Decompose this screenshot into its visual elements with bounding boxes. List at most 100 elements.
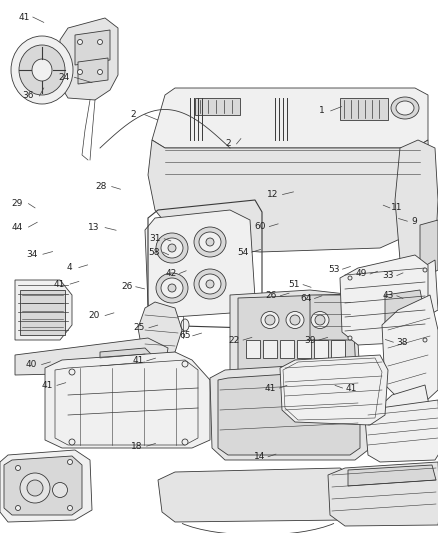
Polygon shape (152, 88, 428, 148)
Ellipse shape (161, 278, 183, 298)
Text: 20: 20 (88, 311, 100, 320)
Polygon shape (420, 220, 438, 280)
Ellipse shape (206, 238, 214, 246)
Ellipse shape (311, 311, 329, 328)
Polygon shape (15, 280, 72, 340)
Polygon shape (280, 355, 388, 425)
Ellipse shape (348, 336, 352, 340)
Polygon shape (210, 362, 368, 460)
Ellipse shape (15, 505, 21, 511)
Ellipse shape (182, 439, 188, 445)
Ellipse shape (286, 311, 304, 328)
Polygon shape (0, 450, 92, 522)
Text: 28: 28 (95, 182, 106, 191)
Polygon shape (100, 348, 155, 376)
Ellipse shape (156, 273, 188, 303)
Text: 4: 4 (67, 263, 72, 272)
Ellipse shape (20, 473, 50, 503)
Polygon shape (331, 340, 345, 358)
Ellipse shape (396, 101, 414, 115)
Text: 41: 41 (53, 280, 65, 288)
Ellipse shape (98, 39, 102, 44)
Ellipse shape (423, 268, 427, 272)
Ellipse shape (11, 36, 73, 104)
Text: 33: 33 (382, 271, 394, 280)
Ellipse shape (391, 97, 419, 119)
Polygon shape (20, 290, 65, 335)
Text: 49: 49 (356, 270, 367, 278)
Ellipse shape (315, 315, 325, 325)
Text: 36: 36 (23, 92, 34, 100)
Ellipse shape (168, 244, 176, 252)
Ellipse shape (182, 361, 188, 367)
Ellipse shape (194, 269, 226, 299)
Polygon shape (348, 465, 436, 486)
Polygon shape (395, 140, 438, 270)
Text: 1: 1 (319, 107, 325, 115)
Text: 65: 65 (179, 332, 191, 340)
Polygon shape (382, 295, 438, 402)
Text: 13: 13 (88, 223, 100, 232)
Text: 42: 42 (165, 269, 177, 278)
Ellipse shape (199, 232, 221, 252)
Polygon shape (158, 468, 358, 522)
Polygon shape (246, 340, 260, 358)
Text: 2: 2 (225, 140, 230, 148)
Ellipse shape (78, 39, 82, 44)
Text: 43: 43 (382, 292, 394, 300)
Ellipse shape (98, 69, 102, 75)
Text: 53: 53 (328, 265, 339, 273)
Ellipse shape (27, 480, 43, 496)
Ellipse shape (67, 459, 73, 464)
Polygon shape (365, 400, 438, 462)
Text: 12: 12 (267, 190, 278, 199)
Ellipse shape (168, 284, 176, 292)
Ellipse shape (67, 505, 73, 511)
Polygon shape (195, 98, 240, 115)
Ellipse shape (199, 274, 221, 294)
Polygon shape (297, 340, 311, 358)
Ellipse shape (206, 280, 214, 288)
Ellipse shape (161, 238, 183, 258)
Text: 14: 14 (254, 453, 265, 461)
Polygon shape (400, 260, 438, 320)
Polygon shape (238, 294, 356, 375)
Polygon shape (4, 456, 82, 515)
Ellipse shape (181, 319, 189, 331)
Text: 40: 40 (26, 360, 37, 369)
Ellipse shape (78, 69, 82, 75)
Ellipse shape (265, 315, 275, 325)
Ellipse shape (19, 45, 65, 95)
Text: 51: 51 (289, 280, 300, 289)
Ellipse shape (69, 439, 75, 445)
Text: 29: 29 (12, 199, 23, 208)
Polygon shape (145, 210, 255, 318)
Text: 34: 34 (26, 250, 38, 259)
Polygon shape (15, 338, 168, 375)
Text: 25: 25 (134, 324, 145, 332)
Ellipse shape (156, 233, 188, 263)
Ellipse shape (194, 227, 226, 257)
Polygon shape (60, 18, 118, 100)
Polygon shape (148, 140, 430, 252)
Text: 2: 2 (131, 110, 136, 119)
Text: 31: 31 (150, 235, 161, 243)
Ellipse shape (53, 482, 67, 497)
Polygon shape (138, 302, 182, 358)
Polygon shape (263, 340, 277, 358)
Polygon shape (218, 370, 360, 455)
Polygon shape (314, 340, 328, 358)
Text: 24: 24 (58, 73, 69, 82)
Ellipse shape (32, 59, 52, 81)
Text: 41: 41 (265, 384, 276, 392)
Polygon shape (45, 352, 210, 448)
Text: 26: 26 (121, 282, 133, 291)
Polygon shape (78, 58, 108, 84)
Ellipse shape (348, 276, 352, 280)
Text: 38: 38 (396, 338, 408, 346)
Polygon shape (280, 340, 294, 358)
Ellipse shape (423, 338, 427, 342)
Text: 64: 64 (300, 294, 311, 303)
Polygon shape (378, 385, 432, 445)
Text: 41: 41 (132, 357, 144, 365)
